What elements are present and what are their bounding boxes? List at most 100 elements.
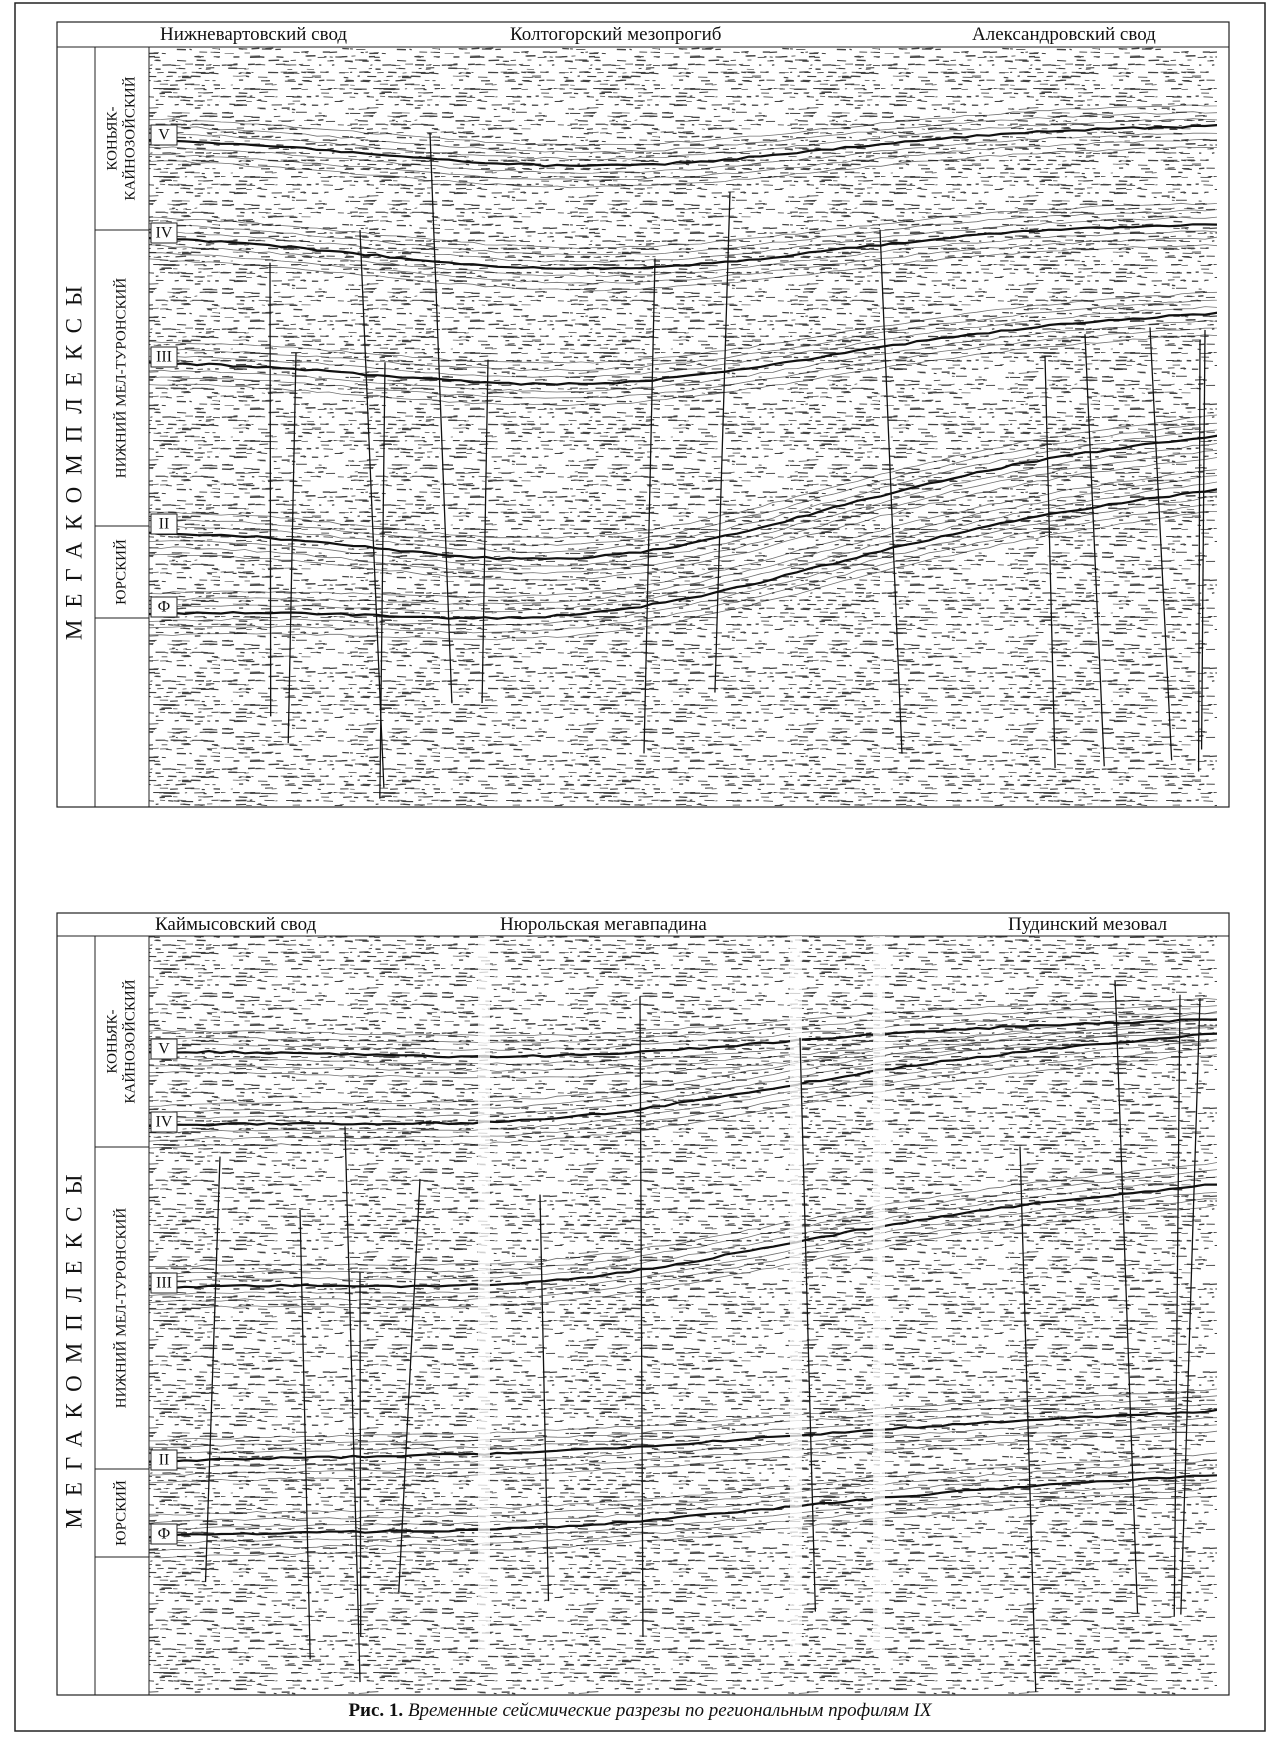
caption-text: Временные сейсмические разрезы по регион… [408,1700,933,1721]
horizon-box [150,1038,178,1060]
fault [269,262,272,717]
horizon-line [149,1032,1217,1128]
seismic-texture [149,47,1217,807]
fault [359,1273,362,1637]
region-label: Пудинский мезовал [1008,914,1168,935]
reflector [149,1403,1217,1455]
reflector [149,118,1217,161]
fault [714,191,731,693]
fault [481,359,489,704]
reflector [149,1487,1217,1552]
complex-label: КОНЬЯК- [104,1009,120,1073]
reflector [149,1011,1217,1107]
reflector [149,216,1217,263]
horizon-label: V [158,127,170,144]
reflector [149,146,1217,189]
horizon-label: IV [156,1114,173,1131]
reflector [149,1032,1217,1072]
fault [299,1209,311,1660]
reflector [149,1047,1217,1142]
fault [799,1037,817,1612]
region-label: Каймысовский свод [155,914,317,935]
reflector [149,334,1217,406]
fault [1173,994,1181,1617]
reflector [149,1480,1217,1544]
horizon-label: IV [156,225,173,242]
complex-label: НИЖНИЙ МЕЛ-ТУРОНСКИЙ [112,278,129,479]
horizon-line [149,223,1217,270]
reflector [149,244,1217,292]
reflector [149,230,1217,278]
horizon-label: III [156,349,172,366]
horizon-line [149,311,1217,386]
reflector [149,1430,1217,1484]
horizon-box [150,124,178,146]
horizon-label: Ф [158,599,171,616]
horizon-box [150,1272,178,1294]
horizon-label: II [159,1452,170,1469]
reflector [149,291,1217,364]
reflector [149,1395,1217,1448]
reflector [149,1025,1217,1065]
reflector [149,202,1217,250]
reflector [149,1204,1217,1310]
reflector [149,132,1217,174]
region-label: Александровский свод [972,24,1156,45]
horizon-line [149,434,1217,561]
horizon-label: II [159,516,170,533]
fault [287,352,297,744]
complex-label: НИЖНИЙ МЕЛ-ТУРОНСКИЙ [112,1208,129,1409]
reflector [149,429,1217,554]
horizon-line [149,123,1217,168]
reflector [149,104,1217,147]
reflector [149,1005,1217,1044]
horizon-box [150,1111,178,1133]
horizon-box [150,222,178,244]
reflector [149,1176,1217,1282]
reflector [149,1012,1217,1051]
complex-label: ЮРСКИЙ [112,1480,129,1546]
fault [643,258,656,754]
reflector [149,306,1217,378]
complex-label: КОНЬЯК- [104,106,120,170]
seismic-texture [149,936,1217,1695]
megacomplex-label: МЕГАКОМПЛЕКСЫ [61,274,86,640]
horizon-box [150,1449,178,1471]
reflector [149,1017,1217,1114]
fault [539,1194,550,1602]
region-label: Нюрольская мегавпадина [500,914,707,935]
trace-gap [790,936,802,1655]
horizon-line [149,1018,1217,1059]
caption-label: Рис. 1. [348,1700,403,1721]
fault [1149,327,1173,761]
reflector [149,1198,1217,1303]
fault [1197,339,1201,772]
fault [1044,355,1056,768]
outer-frame [14,2,1266,1732]
fault [204,1156,221,1583]
fault [879,229,903,754]
reflector [149,111,1217,153]
seismic-section [149,936,1217,1695]
reflector [149,319,1217,393]
reflector [149,443,1217,567]
seismic-section [149,47,1217,807]
reflector [149,997,1217,1037]
reflector [149,1495,1217,1559]
trace-gap [478,936,490,1655]
fault [1019,1146,1037,1692]
reflector [149,1466,1217,1531]
fault [379,362,386,799]
reflector [149,1388,1217,1442]
reflector [149,1169,1217,1276]
reflector [149,457,1217,581]
trace-gap [873,936,885,1655]
fault [639,996,644,1637]
reflector [149,1026,1217,1120]
reflector [149,1459,1217,1524]
reflector [149,1162,1217,1268]
reflector [149,209,1217,256]
reflector [149,1417,1217,1470]
fault [359,230,385,788]
